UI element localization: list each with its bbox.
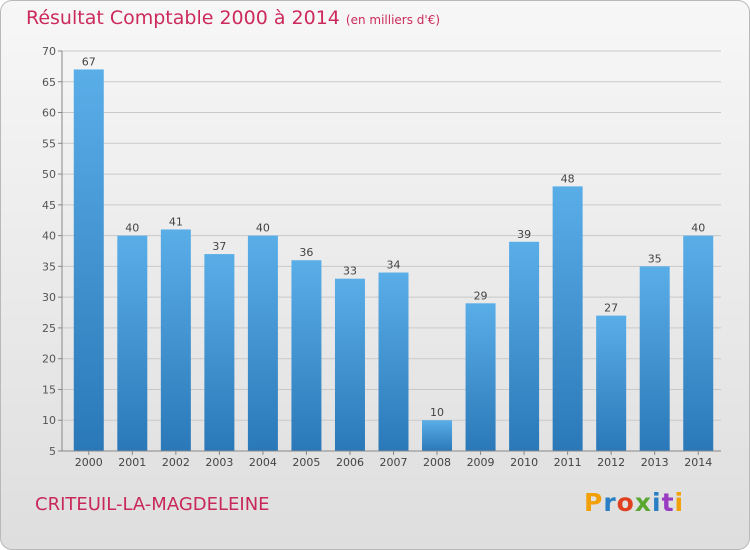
place-name: CRITEUIL-LA-MAGDELEINE (35, 494, 270, 515)
bar (639, 266, 670, 451)
data-label: 33 (343, 265, 357, 278)
data-label: 34 (387, 259, 401, 272)
data-label: 36 (299, 246, 313, 259)
logo-letter: t (661, 488, 675, 517)
x-tick-label: 2004 (249, 456, 277, 469)
y-tick-label: 50 (42, 168, 56, 181)
bar (596, 315, 627, 451)
logo-letter: i (652, 488, 662, 517)
bar (378, 272, 409, 451)
data-label: 35 (648, 252, 662, 265)
bar (422, 420, 453, 451)
logo-letter: P (584, 488, 604, 517)
bar (683, 235, 714, 451)
logo-letter: x (634, 488, 652, 517)
bar (552, 186, 583, 451)
y-tick-label: 70 (42, 45, 56, 58)
x-tick-label: 2005 (292, 456, 320, 469)
y-tick-label: 20 (42, 353, 56, 366)
proxiti-logo: Proxiti (584, 488, 684, 517)
y-tick-label: 30 (42, 291, 56, 304)
x-tick-label: 2006 (336, 456, 364, 469)
x-tick-label: 2014 (684, 456, 712, 469)
bar (465, 303, 496, 451)
bar (509, 241, 540, 451)
y-tick-label: 15 (42, 383, 56, 396)
data-label: 29 (474, 289, 488, 302)
y-tick-label: 65 (42, 76, 56, 89)
bar (204, 254, 235, 451)
y-tick-label: 45 (42, 199, 56, 212)
chart-title-text: Résultat Comptable 2000 à 2014 (26, 7, 340, 29)
data-label: 37 (212, 240, 226, 253)
logo-letter: r (603, 488, 617, 517)
x-tick-label: 2013 (641, 456, 669, 469)
logo-letter: o (616, 488, 635, 517)
axes: 5 10 15 20 25 30 35 40 45 50 55 60 65 70 2000 2001 2002 2… (42, 45, 721, 469)
bar (117, 235, 148, 451)
data-label: 48 (561, 172, 575, 185)
bar (334, 278, 365, 451)
chart-title: Résultat Comptable 2000 à 2014 (en millie… (26, 7, 440, 29)
x-tick-label: 2007 (380, 456, 408, 469)
bars: 67 40 41 37 40 36 33 34 10 29 39 48 27 35 40 (73, 55, 714, 451)
x-tick-label: 2003 (205, 456, 233, 469)
bar (73, 69, 104, 451)
x-tick-label: 2009 (467, 456, 495, 469)
data-label: 40 (691, 222, 705, 235)
x-tick-label: 2008 (423, 456, 451, 469)
chart-subtitle: (en milliers d'€) (345, 13, 441, 27)
data-label: 41 (169, 215, 183, 228)
data-label: 40 (125, 222, 139, 235)
bar (247, 235, 278, 451)
x-tick-label: 2011 (554, 456, 582, 469)
y-tick-label: 10 (42, 414, 56, 427)
x-tick-label: 2000 (75, 456, 103, 469)
data-label: 40 (256, 222, 270, 235)
data-label: 67 (82, 55, 96, 68)
bar (160, 229, 191, 451)
data-label: 39 (517, 228, 531, 241)
x-tick-label: 2002 (162, 456, 190, 469)
y-tick-label: 60 (42, 107, 56, 120)
x-tick-label: 2012 (597, 456, 625, 469)
y-tick-label: 35 (42, 260, 56, 273)
x-tick-label: 2001 (118, 456, 146, 469)
y-tick-label: 5 (49, 445, 56, 458)
data-label: 10 (430, 406, 444, 419)
y-tick-label: 40 (42, 230, 56, 243)
logo-letter: i (674, 488, 685, 517)
data-label: 27 (604, 302, 618, 315)
bar (291, 260, 322, 451)
x-tick-label: 2010 (510, 456, 538, 469)
y-tick-label: 25 (42, 322, 56, 335)
y-tick-label: 55 (42, 137, 56, 150)
